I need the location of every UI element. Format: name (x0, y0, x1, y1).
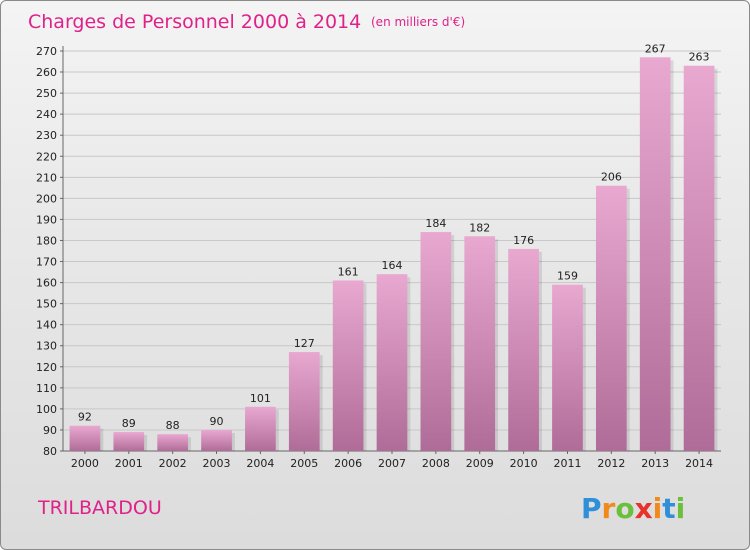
data-label: 182 (469, 221, 490, 234)
data-label: 159 (557, 270, 578, 283)
bars (69, 57, 718, 451)
y-tick-label: 250 (36, 87, 57, 100)
x-tick-labels: 2000 2001 2002 2003 2004 2005 2006 2007 2008 2009… (71, 457, 713, 470)
x-tick-label: 2000 (71, 457, 99, 470)
logo-letter: t (662, 492, 675, 525)
x-tick-label: 2003 (203, 457, 231, 470)
bar-2008 (420, 232, 452, 451)
x-tick-label: 2011 (553, 457, 581, 470)
y-tick-label: 270 (36, 45, 57, 58)
y-tick-label: 130 (36, 340, 57, 353)
logo-letter: r (602, 492, 616, 525)
bar-2012 (595, 185, 627, 451)
data-label: 92 (78, 411, 92, 424)
y-tick-label: 210 (36, 171, 57, 184)
x-tick-label: 2013 (641, 457, 669, 470)
data-label: 206 (601, 171, 622, 184)
y-tick-label: 160 (36, 277, 57, 290)
x-tick-label: 2009 (466, 457, 494, 470)
y-tick-label: 90 (43, 424, 57, 437)
proxiti-logo: Proxiti (581, 492, 685, 525)
data-label: 127 (294, 337, 315, 350)
bar-2006 (332, 280, 364, 451)
x-tick-label: 2007 (378, 457, 406, 470)
y-tick-label: 170 (36, 256, 57, 269)
data-label: 161 (338, 265, 359, 278)
y-tick-label: 200 (36, 192, 57, 205)
x-tick-label: 2002 (159, 457, 187, 470)
x-tick-label: 2010 (510, 457, 538, 470)
y-tick-label: 80 (43, 445, 57, 458)
bar-2001 (113, 432, 145, 451)
bar-2004 (245, 406, 276, 451)
data-label: 176 (513, 234, 534, 247)
chart-title: Charges de Personnel 2000 à 2014 (28, 11, 361, 33)
data-label: 263 (689, 51, 710, 64)
commune-name: TRILBARDOU (37, 497, 162, 519)
data-label: 184 (425, 217, 446, 230)
y-tick-label: 260 (36, 66, 57, 79)
logo-letter: P (581, 492, 602, 525)
data-label: 90 (210, 415, 224, 428)
data-label: 101 (250, 392, 271, 405)
y-tick-label: 240 (36, 108, 57, 121)
x-tick-label: 2006 (334, 457, 362, 470)
logo-letter: i (653, 492, 663, 525)
bar-2007 (376, 274, 408, 451)
bar-2010 (508, 248, 539, 451)
bar-2014 (683, 65, 715, 451)
bar-2011 (552, 284, 583, 451)
bar-2002 (157, 434, 189, 451)
bar-2009 (464, 236, 496, 451)
data-label: 164 (382, 259, 403, 272)
data-labels: 92 89 88 90 101 127 161 164 184 182 176 159 206 267 26… (78, 42, 710, 432)
x-tick-label: 2001 (115, 457, 143, 470)
logo-letter: o (615, 492, 634, 525)
y-tick-label: 100 (36, 403, 57, 416)
x-tick-label: 2012 (597, 457, 625, 470)
x-tick-label: 2004 (246, 457, 274, 470)
y-tick-label: 120 (36, 361, 57, 374)
y-tick-label: 150 (36, 298, 57, 311)
x-tick-label: 2008 (422, 457, 450, 470)
y-tick-label: 230 (36, 129, 57, 142)
y-tick-label: 220 (36, 150, 57, 163)
bar-2003 (201, 429, 232, 451)
chart-subtitle: (en milliers d'€) (371, 15, 465, 29)
y-tick-label: 190 (36, 213, 57, 226)
y-tick-label: 140 (36, 319, 57, 332)
logo-letter: i (676, 492, 686, 525)
y-tick-label: 180 (36, 234, 57, 247)
x-tick-label: 2005 (290, 457, 318, 470)
data-label: 88 (166, 419, 180, 432)
bar-2000 (69, 425, 101, 451)
bar-2005 (288, 352, 320, 451)
y-tick-label: 110 (36, 382, 57, 395)
data-label: 267 (645, 42, 666, 55)
bar-2013 (639, 57, 671, 451)
x-tick-label: 2014 (685, 457, 713, 470)
y-tick-labels: 80 90 100 110 120 130 140 150 160 170 180 190 200 210… (36, 45, 57, 458)
logo-letter: x (635, 492, 653, 525)
data-label: 89 (122, 417, 136, 430)
